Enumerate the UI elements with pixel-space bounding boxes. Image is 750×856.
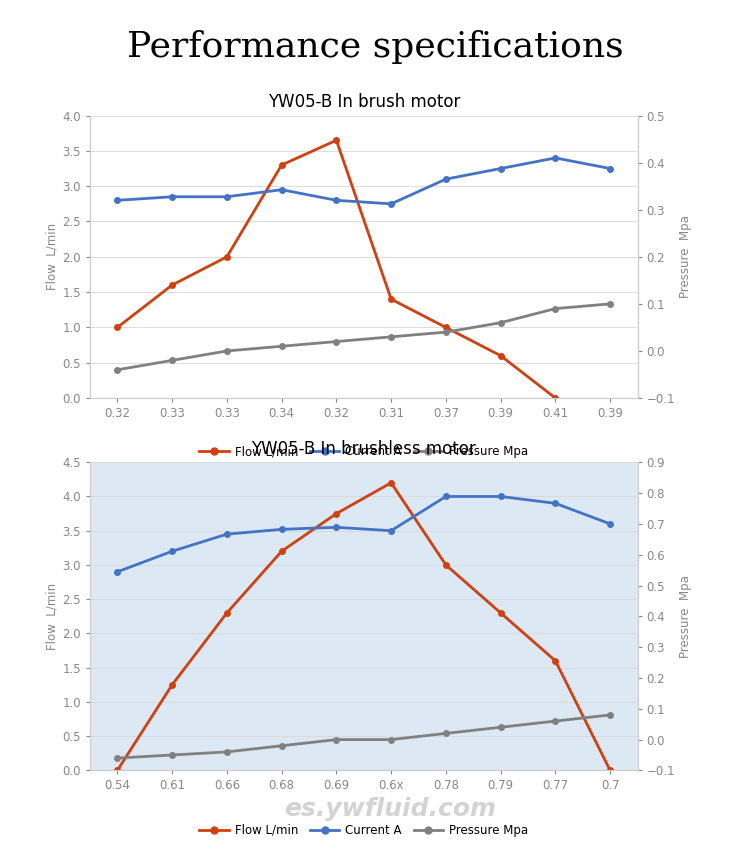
Y-axis label: Pressure  Mpa: Pressure Mpa: [680, 216, 692, 298]
Title: YW05-B In brushless motor: YW05-B In brushless motor: [251, 440, 476, 458]
Text: Performance specifications: Performance specifications: [127, 30, 623, 64]
Text: es.ywfluid.com: es.ywfluid.com: [284, 797, 496, 821]
Legend: Flow L/min, Current A, Pressure Mpa: Flow L/min, Current A, Pressure Mpa: [194, 440, 533, 463]
Title: YW05-B In brush motor: YW05-B In brush motor: [268, 93, 460, 111]
Y-axis label: Pressure  Mpa: Pressure Mpa: [680, 575, 692, 657]
Y-axis label: Flow  L/min: Flow L/min: [45, 583, 58, 650]
Y-axis label: Flow  L/min: Flow L/min: [45, 223, 58, 290]
Legend: Flow L/min, Current A, Pressure Mpa: Flow L/min, Current A, Pressure Mpa: [194, 819, 533, 841]
